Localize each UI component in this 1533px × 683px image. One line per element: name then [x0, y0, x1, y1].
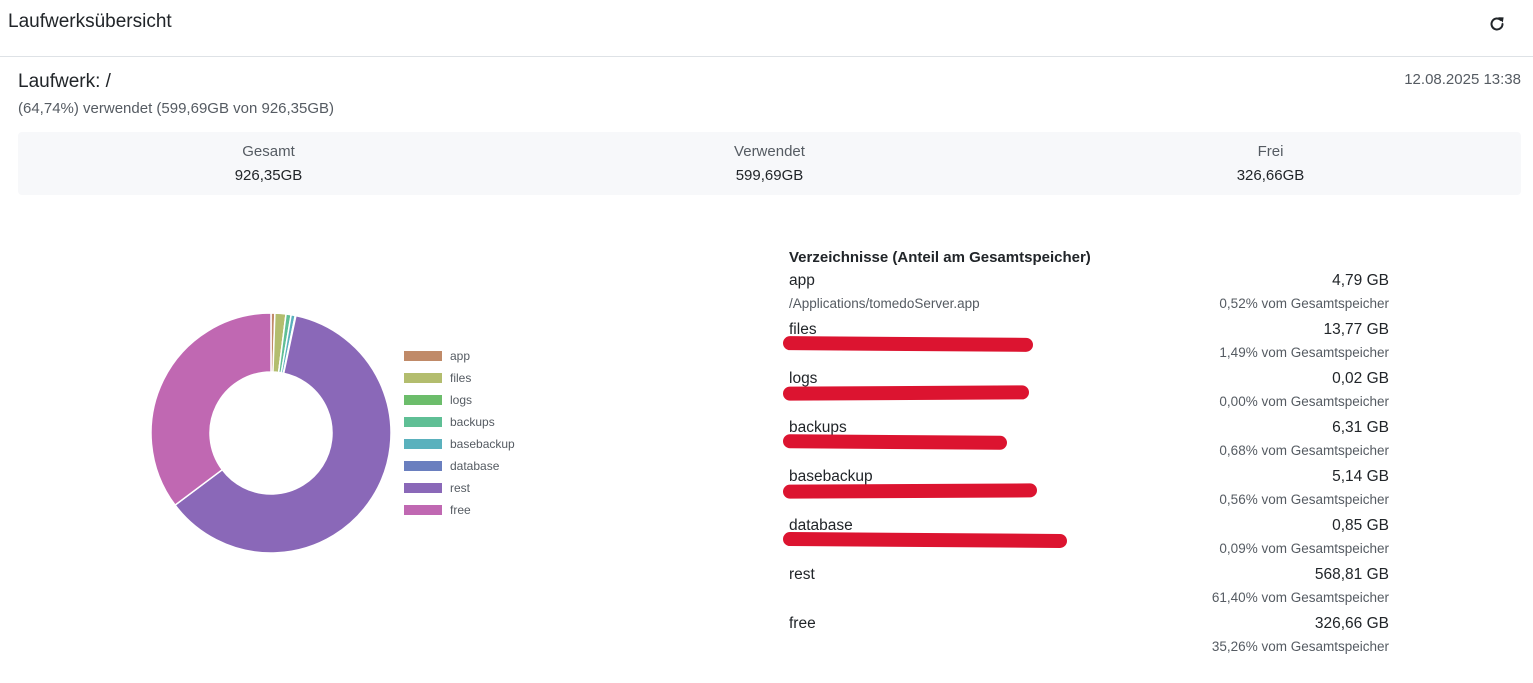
- directory-row-free: free 326,66 GB 35,26% vom Gesamtspeicher: [789, 614, 1389, 663]
- legend-label: files: [450, 371, 472, 385]
- legend-swatch: [404, 351, 442, 361]
- legend-swatch: [404, 483, 442, 493]
- directory-name: backups: [789, 419, 847, 436]
- legend-swatch: [404, 373, 442, 383]
- legend-item-basebackup[interactable]: basebackup: [404, 433, 515, 455]
- stat-value: 599,69GB: [735, 167, 804, 184]
- directory-row-files: files 13,77 GB 1,49% vom Gesamtspeicher: [782, 320, 1390, 369]
- legend-label: app: [450, 349, 471, 363]
- stat-value: 926,35GB: [234, 167, 303, 184]
- legend-swatch: [404, 439, 442, 449]
- donut-chart: [140, 300, 400, 560]
- legend-item-rest[interactable]: rest: [404, 477, 515, 499]
- stat-value: 326,66GB: [1236, 167, 1305, 184]
- directory-path: /Applications/tomedoServer.app: [789, 296, 980, 311]
- directory-size: 0,85 GB: [1332, 517, 1389, 534]
- directory-name: files: [789, 321, 817, 338]
- legend-swatch: [404, 461, 442, 471]
- stat-used: Verwendet 599,69GB: [519, 132, 1020, 195]
- directories-title: Verzeichnisse (Anteil am Gesamtspeicher): [789, 249, 1091, 266]
- legend-swatch: [404, 417, 442, 427]
- directory-name: database: [789, 517, 853, 534]
- legend-label: rest: [450, 481, 471, 495]
- chart-legend: app files logs backups basebackup database res…: [404, 345, 515, 521]
- page-title: Laufwerksübersicht: [8, 11, 172, 32]
- directory-row-logs: logs 0,02 GB 0,00% vom Gesamtspeicher: [782, 369, 1389, 418]
- directory-percentage: 35,26% vom Gesamtspeicher: [1211, 639, 1389, 654]
- directory-size: 326,66 GB: [1314, 615, 1389, 632]
- directory-name: app: [789, 272, 815, 289]
- stat-label: Frei: [1257, 143, 1284, 160]
- donut-slice-free[interactable]: [150, 312, 272, 507]
- stats-panel: Gesamt 926,35GB Verwendet 599,69GB Frei …: [18, 132, 1521, 195]
- directory-percentage: 0,09% vom Gesamtspeicher: [1219, 541, 1389, 556]
- redaction-mark: [782, 385, 1030, 401]
- donut-chart-svg: [150, 312, 392, 554]
- directory-name: rest: [789, 566, 815, 583]
- legend-swatch: [404, 395, 442, 405]
- legend-item-free[interactable]: free: [404, 499, 515, 521]
- directory-row-app: app 4,79 GB/Applications/tomedoServer.app…: [789, 271, 1389, 320]
- directory-size: 6,31 GB: [1332, 419, 1389, 436]
- directory-percentage: 0,52% vom Gesamtspeicher: [1219, 296, 1389, 311]
- legend-label: backups: [450, 415, 495, 429]
- refresh-button[interactable]: [1484, 11, 1510, 37]
- redaction-mark: [782, 434, 1008, 450]
- directory-name: logs: [789, 370, 818, 387]
- drive-title: Laufwerk: /: [18, 71, 111, 92]
- legend-label: basebackup: [450, 437, 515, 451]
- directory-size: 0,02 GB: [1332, 370, 1389, 387]
- donut-slice-rest[interactable]: [174, 314, 392, 554]
- stat-free: Frei 326,66GB: [1020, 132, 1521, 195]
- legend-label: logs: [450, 393, 473, 407]
- directories-list: app 4,79 GB/Applications/tomedoServer.app…: [782, 271, 1390, 663]
- directory-name: free: [789, 615, 816, 632]
- page-header: Laufwerksübersicht: [0, 0, 1533, 57]
- refresh-icon: [1490, 17, 1504, 31]
- directory-row-database: database 0,85 GB 0,09% vom Gesamtspeicher: [782, 516, 1389, 565]
- timestamp: 12.08.2025 13:38: [1404, 71, 1521, 88]
- directory-name: basebackup: [789, 468, 873, 485]
- directory-row-basebackup: basebackup 5,14 GB 0,56% vom Gesamtspeiche…: [782, 467, 1389, 516]
- directory-size: 4,79 GB: [1332, 272, 1389, 289]
- directory-percentage: 1,49% vom Gesamtspeicher: [1219, 345, 1389, 360]
- stat-label: Gesamt: [242, 143, 295, 160]
- directory-size: 13,77 GB: [1323, 321, 1390, 338]
- directory-size: 5,14 GB: [1332, 468, 1389, 485]
- stat-label: Verwendet: [734, 143, 805, 160]
- directory-percentage: 0,68% vom Gesamtspeicher: [1219, 443, 1389, 458]
- legend-item-files[interactable]: files: [404, 367, 515, 389]
- legend-swatch: [404, 505, 442, 515]
- redaction-mark: [782, 483, 1038, 499]
- legend-item-backups[interactable]: backups: [404, 411, 515, 433]
- directory-size: 568,81 GB: [1314, 566, 1389, 583]
- legend-label: database: [450, 459, 500, 473]
- directory-row-backups: backups 6,31 GB 0,68% vom Gesamtspeicher: [782, 418, 1389, 467]
- directory-row-rest: rest 568,81 GB 61,40% vom Gesamtspeicher: [789, 565, 1389, 614]
- redaction-mark: [782, 336, 1034, 352]
- legend-item-database[interactable]: database: [404, 455, 515, 477]
- directory-percentage: 0,00% vom Gesamtspeicher: [1219, 394, 1389, 409]
- directories-panel: Verzeichnisse (Anteil am Gesamtspeicher)…: [782, 248, 1390, 663]
- drive-usage: (64,74%) verwendet (599,69GB von 926,35G…: [18, 100, 335, 117]
- legend-label: free: [450, 503, 471, 517]
- legend-item-logs[interactable]: logs: [404, 389, 515, 411]
- redaction-mark: [782, 532, 1068, 548]
- legend-item-app[interactable]: app: [404, 345, 515, 367]
- directory-percentage: 0,56% vom Gesamtspeicher: [1219, 492, 1389, 507]
- directory-percentage: 61,40% vom Gesamtspeicher: [1211, 590, 1389, 605]
- stat-total: Gesamt 926,35GB: [18, 132, 519, 195]
